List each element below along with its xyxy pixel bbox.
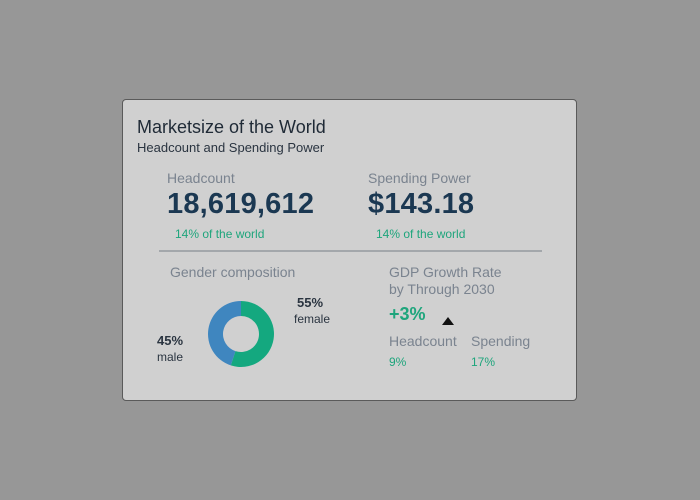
- headcount-label: Headcount: [167, 170, 235, 186]
- card-subtitle: Headcount and Spending Power: [137, 140, 325, 155]
- headcount-share: 14% of the world: [175, 227, 265, 241]
- male-percent: 45%: [157, 333, 184, 348]
- gdp-spending-label: Spending: [471, 333, 531, 349]
- male-label: male: [157, 350, 184, 364]
- spending-power-share: 14% of the world: [376, 227, 466, 241]
- market-size-card: Marketsize of the World Headcount and Sp…: [122, 99, 577, 401]
- donut-slice-female: [230, 301, 274, 367]
- gdp-growth-label-line2: by Through 2030: [389, 281, 495, 297]
- gdp-headcount-label: Headcount: [389, 333, 457, 349]
- gender-donut-chart: [208, 301, 274, 367]
- card-title: Marketsize of the World: [137, 117, 326, 137]
- headcount-value: 18,619,612: [167, 188, 315, 220]
- section-divider: [159, 250, 542, 252]
- female-label: female: [294, 312, 331, 326]
- spending-power-value: $143.18: [368, 188, 475, 220]
- spending-power-label: Spending Power: [368, 170, 471, 186]
- gdp-growth-label: GDP Growth Rate by Through 2030: [389, 264, 502, 298]
- donut-slice-male: [208, 301, 241, 366]
- gdp-growth-value: +3%: [389, 304, 426, 324]
- gdp-headcount-value: 9%: [389, 355, 407, 369]
- gdp-growth-label-line1: GDP Growth Rate: [389, 264, 502, 280]
- gdp-spending-value: 17%: [471, 355, 496, 369]
- up-arrow-icon: [442, 317, 454, 325]
- female-percent: 55%: [297, 295, 324, 310]
- gender-composition-label: Gender composition: [170, 264, 296, 280]
